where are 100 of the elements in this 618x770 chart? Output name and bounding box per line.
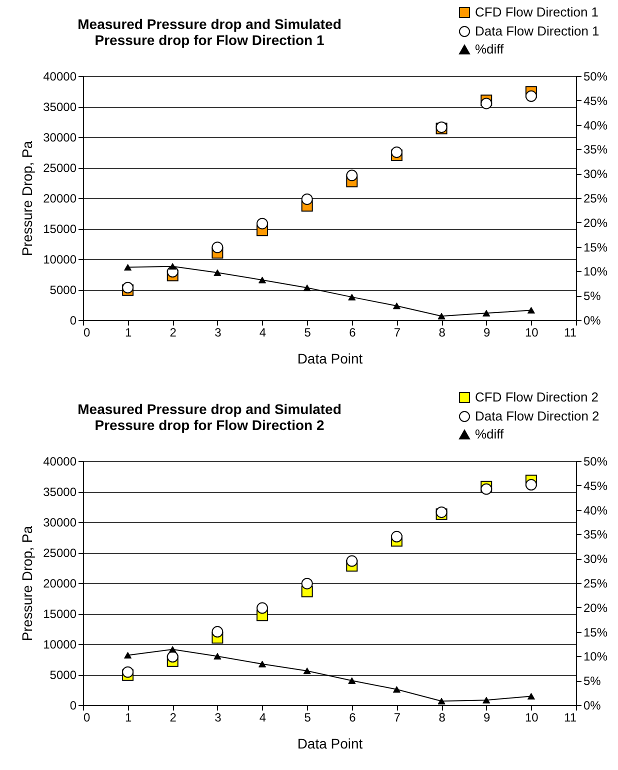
point [390,530,402,542]
x-tick-label: 7 [394,710,401,724]
point [527,692,535,700]
y-tick-label: 40000 [43,454,77,468]
y-tick-label: 15000 [43,607,77,621]
y-tick-label: 10000 [43,252,77,266]
y2-tick-label: 0% [584,314,602,328]
x-tick-label: 7 [394,326,401,340]
x-tick-label: 9 [484,326,491,340]
point [480,98,492,110]
x-axis-title: Data Point [297,350,363,366]
x-tick-label: 4 [259,326,266,340]
y2-tick-label: 20% [584,600,608,615]
point [438,698,446,704]
point [212,242,224,254]
point [480,483,492,495]
point [303,284,311,292]
point [303,668,311,674]
y2-tick-label: 40% [584,503,608,518]
point [301,193,313,205]
y-tick-label: 35000 [43,100,77,114]
point [525,479,537,491]
y-tick-label: 25000 [43,546,77,560]
y2-tick-label: 30% [584,167,608,182]
y-tick-label: 35000 [43,485,77,499]
y2-tick-label: 5% [584,289,602,304]
x-tick-label: 11 [564,326,577,340]
y2-tick-label: 35% [584,142,608,157]
y2-tick-label: 50% [584,454,608,468]
x-tick-label: 1 [124,710,132,724]
point [392,302,401,310]
point [527,306,535,314]
y-tick-label: 40000 [43,70,77,84]
point [212,626,224,638]
y2-tick-label: 10% [584,650,608,664]
y-tick-label: 30000 [43,130,77,144]
legend-label: %diff [475,42,504,56]
legend-label: %diff [475,426,504,442]
y2-tick-label: 30% [584,552,608,566]
x-tick-label: 8 [438,710,446,724]
x-tick-label: 2 [170,326,177,340]
point [392,686,401,693]
y2-tick-label: 20% [584,216,608,230]
legend-label: Data Flow Direction 1 [475,24,600,38]
x-axis-title: Data Point [297,736,363,752]
legend-label: CFD Flow Direction 1 [475,4,599,20]
point [214,652,222,660]
x-tick-label: 9 [484,710,491,724]
chart-title: Measured Pressure drop and Simulated Pressure drop for Flow Direction 2 [78,401,342,433]
point [256,218,268,230]
point [390,146,402,158]
point [301,578,313,590]
x-tick-label: 8 [438,326,446,340]
y-tick-label: 30000 [43,516,77,530]
y2-tick-label: 45% [584,478,608,493]
y2-tick-label: 15% [584,240,608,254]
y2-tick-label: 5% [584,674,602,688]
x-tick-label: 6 [349,710,356,724]
y2-tick-label: 35% [584,528,608,542]
y2-tick-label: 15% [584,625,608,640]
y-tick-label: 5000 [50,668,77,682]
point [214,269,222,276]
y2-tick-label: 45% [584,94,608,108]
y-tick-label: 20000 [43,192,77,206]
point [258,660,266,668]
x-tick-label: 6 [349,326,356,340]
y-tick-label: 0 [70,698,77,712]
point [124,652,132,659]
x-tick-label: 3 [214,326,222,340]
point [482,696,490,704]
x-tick-label: 4 [259,710,266,724]
point [122,282,134,294]
point [348,677,356,684]
x-tick-label: 3 [214,710,222,724]
y-tick-label: 20000 [43,576,77,590]
point [482,310,490,316]
y2-tick-label: 10% [584,264,608,279]
x-tick-label: 1 [124,326,132,340]
point [124,264,132,271]
chart-title: Measured Pressure drop and Simulated Pressure drop for Flow Direction 1 [78,16,342,48]
y-axis-title: Pressure Drop, Pa [19,140,36,256]
x-tick-label: 0 [84,326,90,340]
point [438,312,446,320]
y2-tick-label: 25% [584,192,608,206]
y2-tick-label: 25% [584,576,608,590]
x-tick-label: 10 [525,710,539,724]
legend-label: CFD Flow Direction 2 [475,390,599,404]
legend-label: Data Flow Direction 2 [475,408,600,424]
y-tick-label: 5000 [50,283,77,297]
point [525,90,537,102]
point [258,276,266,284]
y-tick-label: 25000 [43,161,77,175]
x-tick-label: 11 [564,710,577,724]
x-tick-label: 0 [84,710,90,724]
x-tick-label: 10 [525,326,539,340]
x-tick-label: 2 [170,710,177,724]
point [168,646,176,653]
point [166,651,178,663]
x-tick-label: 5 [304,710,312,724]
y2-tick-label: 40% [584,118,608,132]
